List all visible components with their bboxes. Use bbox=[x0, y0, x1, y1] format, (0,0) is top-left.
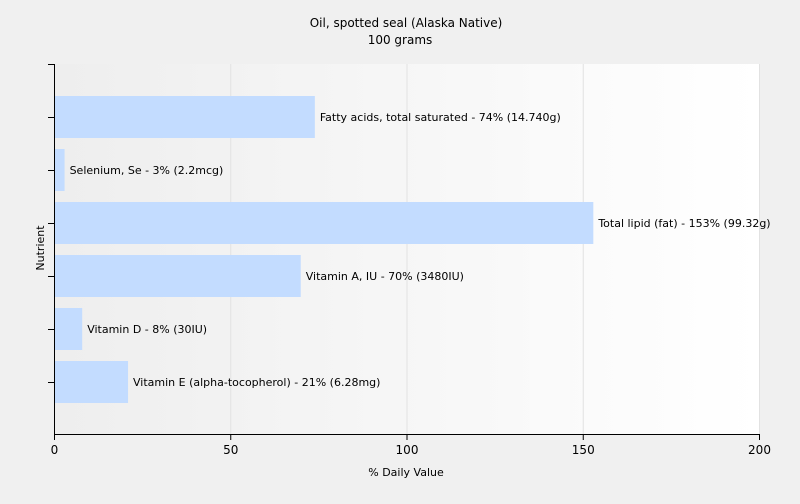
bars: Fatty acids, total saturated - 74% (14.7… bbox=[55, 96, 771, 403]
y-axis-label: Nutrient bbox=[34, 225, 47, 271]
bar-label: Selenium, Se - 3% (2.2mcg) bbox=[70, 164, 224, 177]
bar bbox=[55, 255, 301, 297]
x-axis-label: % Daily Value bbox=[368, 466, 444, 479]
x-tick-label: 200 bbox=[748, 443, 771, 457]
bar bbox=[55, 361, 129, 403]
bar-label: Vitamin A, IU - 70% (3480IU) bbox=[306, 270, 464, 283]
axes: 0 50 100 150 200 bbox=[48, 64, 771, 457]
bar bbox=[55, 149, 65, 191]
x-tick-label: 0 bbox=[51, 443, 59, 457]
chart-subtitle: 100 grams bbox=[368, 33, 433, 47]
bar bbox=[55, 308, 83, 350]
x-tick-label: 100 bbox=[396, 443, 419, 457]
chart-title: Oil, spotted seal (Alaska Native) bbox=[310, 16, 503, 30]
x-tick-label: 50 bbox=[223, 443, 238, 457]
bar bbox=[55, 202, 594, 244]
bar-label: Vitamin E (alpha-tocopherol) - 21% (6.28… bbox=[133, 376, 380, 389]
bar-label: Fatty acids, total saturated - 74% (14.7… bbox=[320, 111, 561, 124]
bar-label: Total lipid (fat) - 153% (99.32g) bbox=[597, 217, 770, 230]
x-tick-label: 150 bbox=[572, 443, 595, 457]
bar-label: Vitamin D - 8% (30IU) bbox=[87, 323, 207, 336]
bar bbox=[55, 96, 315, 138]
